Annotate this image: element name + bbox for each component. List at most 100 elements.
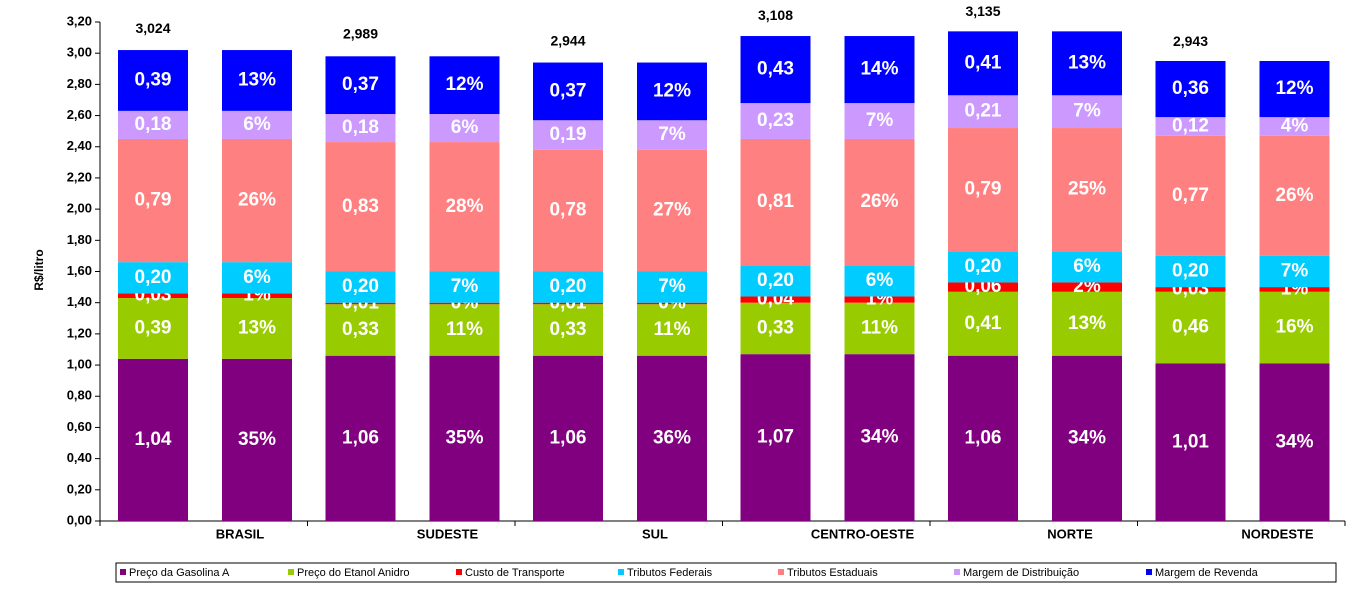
y-tick-label: 2,20 (67, 169, 92, 184)
legend-label: Custo de Transporte (465, 567, 565, 579)
value-label: 0,20 (1172, 261, 1209, 282)
x-tick-label: SUL (642, 526, 668, 541)
value-segment (948, 355, 1018, 521)
share-segment (1052, 95, 1122, 129)
y-tick-label: 0,80 (67, 388, 92, 403)
value-label: 0,23 (757, 110, 794, 131)
value-label: 0,33 (550, 319, 587, 340)
value-label: 0,12 (1172, 115, 1209, 136)
value-segment (533, 271, 603, 303)
share-label: 6% (243, 114, 271, 135)
share-segment (844, 354, 915, 521)
value-label: 0,36 (1172, 78, 1209, 99)
value-label: 0,41 (965, 52, 1002, 73)
legend-label: Margem de Distribuição (963, 567, 1079, 579)
value-label: 1,06 (342, 427, 379, 448)
share-segment (844, 103, 915, 139)
share-segment (1052, 355, 1122, 521)
x-tick-label: SUDESTE (417, 526, 479, 541)
y-tick-label: 3,20 (67, 13, 92, 28)
y-tick-label: 0,60 (67, 419, 92, 434)
share-label: 35% (238, 429, 276, 450)
value-segment (740, 36, 811, 104)
legend-label: Preço do Etanol Anidro (297, 567, 410, 579)
value-segment (948, 95, 1018, 129)
share-segment (1052, 128, 1122, 252)
value-label: 0,33 (757, 317, 794, 338)
value-segment (118, 293, 188, 299)
x-tick-label: BRASIL (216, 526, 264, 541)
share-segment (1052, 282, 1122, 292)
legend-label: Tributos Estaduais (787, 567, 878, 579)
share-label: 6% (243, 267, 271, 288)
legend-box (115, 562, 1337, 583)
share-label: 36% (653, 427, 691, 448)
share-segment (429, 355, 500, 521)
value-segment (948, 31, 1018, 96)
value-label: 0,39 (135, 317, 172, 338)
value-label: 0,79 (965, 179, 1002, 200)
share-segment (1259, 60, 1330, 118)
share-label: 7% (658, 276, 686, 297)
share-segment (637, 302, 707, 305)
x-tick-label: NORTE (1047, 526, 1093, 541)
share-segment (844, 265, 915, 297)
value-label: 0,81 (757, 191, 794, 212)
value-label: 1,01 (1172, 431, 1209, 452)
value-segment (325, 302, 396, 305)
share-segment (222, 262, 292, 294)
value-label: 1,04 (135, 429, 172, 450)
share-label: 6% (451, 117, 479, 138)
share-label: 25% (1068, 179, 1106, 200)
legend-label: Preço da Gasolina A (129, 567, 230, 579)
share-segment (1259, 287, 1330, 292)
value-segment (325, 114, 396, 143)
value-segment (1155, 255, 1226, 288)
value-label: 0,37 (550, 80, 587, 101)
share-segment (1259, 255, 1330, 288)
share-segment (429, 142, 500, 272)
legend-swatch (778, 569, 784, 575)
value-segment (533, 302, 603, 305)
legend-swatch (954, 569, 960, 575)
value-segment (118, 358, 188, 521)
share-segment (637, 149, 707, 272)
y-tick-label: 1,80 (67, 232, 92, 247)
share-segment (1052, 251, 1122, 283)
y-axis-label: R$/litro (32, 249, 46, 290)
share-label: 34% (1068, 427, 1106, 448)
share-segment (1052, 291, 1122, 356)
total-label: 3,024 (135, 20, 170, 36)
total-label: 2,944 (550, 33, 585, 49)
y-tick-label: 2,80 (67, 76, 92, 91)
value-segment (740, 302, 811, 355)
legend-label: Tributos Federais (627, 567, 713, 579)
y-tick-label: 1,20 (67, 325, 92, 340)
value-label: 0,33 (342, 319, 379, 340)
legend-swatch (1146, 569, 1152, 575)
value-label: 0,37 (342, 74, 379, 95)
share-label: 34% (1275, 431, 1313, 452)
legend-label: Margem de Revenda (1155, 567, 1259, 579)
value-label: 0,39 (135, 69, 172, 90)
y-tick-label: 2,40 (67, 138, 92, 153)
share-label: 7% (1281, 261, 1309, 282)
value-label: 1,07 (757, 427, 794, 448)
value-label: 0,20 (342, 276, 379, 297)
value-segment (740, 354, 811, 521)
value-segment (118, 110, 188, 139)
share-segment (637, 120, 707, 150)
y-tick-label: 3,00 (67, 45, 92, 60)
share-segment (637, 62, 707, 121)
value-segment (325, 271, 396, 303)
share-label: 11% (654, 319, 691, 340)
share-segment (637, 355, 707, 521)
value-segment (740, 103, 811, 139)
share-label: 13% (238, 317, 276, 338)
share-label: 27% (653, 200, 691, 221)
value-segment (325, 56, 396, 115)
value-segment (533, 355, 603, 521)
share-segment (844, 138, 915, 266)
share-segment (222, 138, 292, 263)
